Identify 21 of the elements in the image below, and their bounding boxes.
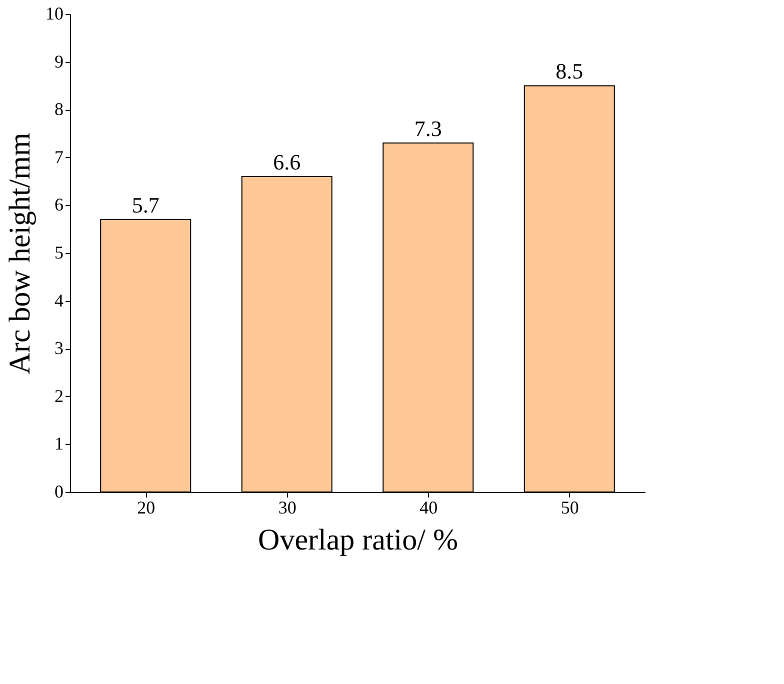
y-tick-label: 3 xyxy=(54,338,64,358)
x-tick-label: 40 xyxy=(420,498,438,518)
y-tick-label: 1 xyxy=(54,434,64,454)
data-label: 8.5 xyxy=(556,58,584,84)
data-label: 7.3 xyxy=(414,116,442,142)
y-tick-label: 4 xyxy=(54,290,64,310)
y-axis-title: Arc bow height/mm xyxy=(4,132,36,374)
y-tick-label: 0 xyxy=(54,482,64,502)
y-tick-label: 6 xyxy=(54,194,64,215)
y-tick-label: 8 xyxy=(54,99,64,120)
data-label: 5.7 xyxy=(132,192,160,218)
data-label: 6.6 xyxy=(273,150,301,175)
y-tick-label: 5 xyxy=(54,242,64,262)
x-tick-label: 50 xyxy=(560,498,579,518)
y-tick-label: 7 xyxy=(54,146,64,167)
x-tick-label: 30 xyxy=(278,498,296,518)
y-tick-label: 10 xyxy=(46,4,64,24)
x-tick-label: 20 xyxy=(137,498,156,518)
x-axis-title: Overlap ratio/ % xyxy=(258,524,458,556)
y-tick-label: 9 xyxy=(54,51,64,72)
y-tick-label: 2 xyxy=(54,386,64,406)
